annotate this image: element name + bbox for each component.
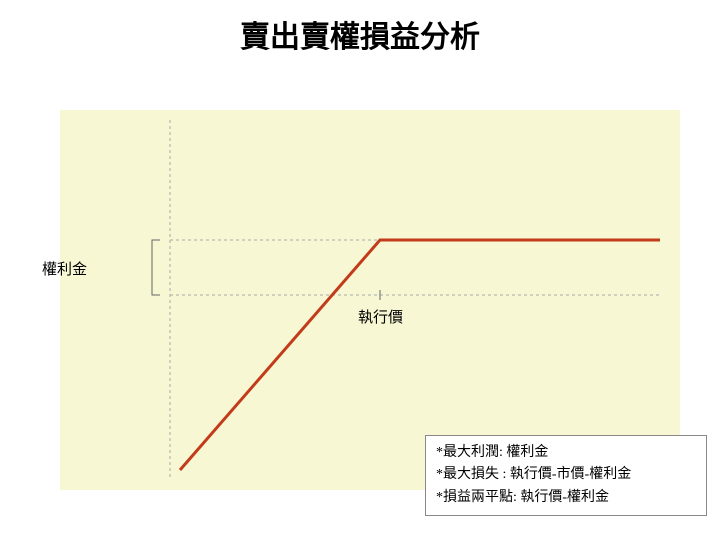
payoff-chart: 權利金 執行價 *最大利潤: 權利金 *最大損失 : 執行價-市價-權利金 *損… xyxy=(60,110,680,490)
summary-line: *最大損失 : 執行價-市價-權利金 xyxy=(436,464,696,486)
summary-line: *最大利潤: 權利金 xyxy=(436,442,696,464)
summary-line: *損益兩平點: 執行價-權利金 xyxy=(436,487,696,509)
payoff-chart-svg xyxy=(60,110,680,490)
x-axis-label: 執行價 xyxy=(358,306,403,327)
summary-box: *最大利潤: 權利金 *最大損失 : 執行價-市價-權利金 *損益兩平點: 執行… xyxy=(425,435,707,516)
y-axis-label: 權利金 xyxy=(42,258,87,279)
page-title: 賣出賣權損益分析 xyxy=(0,0,720,56)
